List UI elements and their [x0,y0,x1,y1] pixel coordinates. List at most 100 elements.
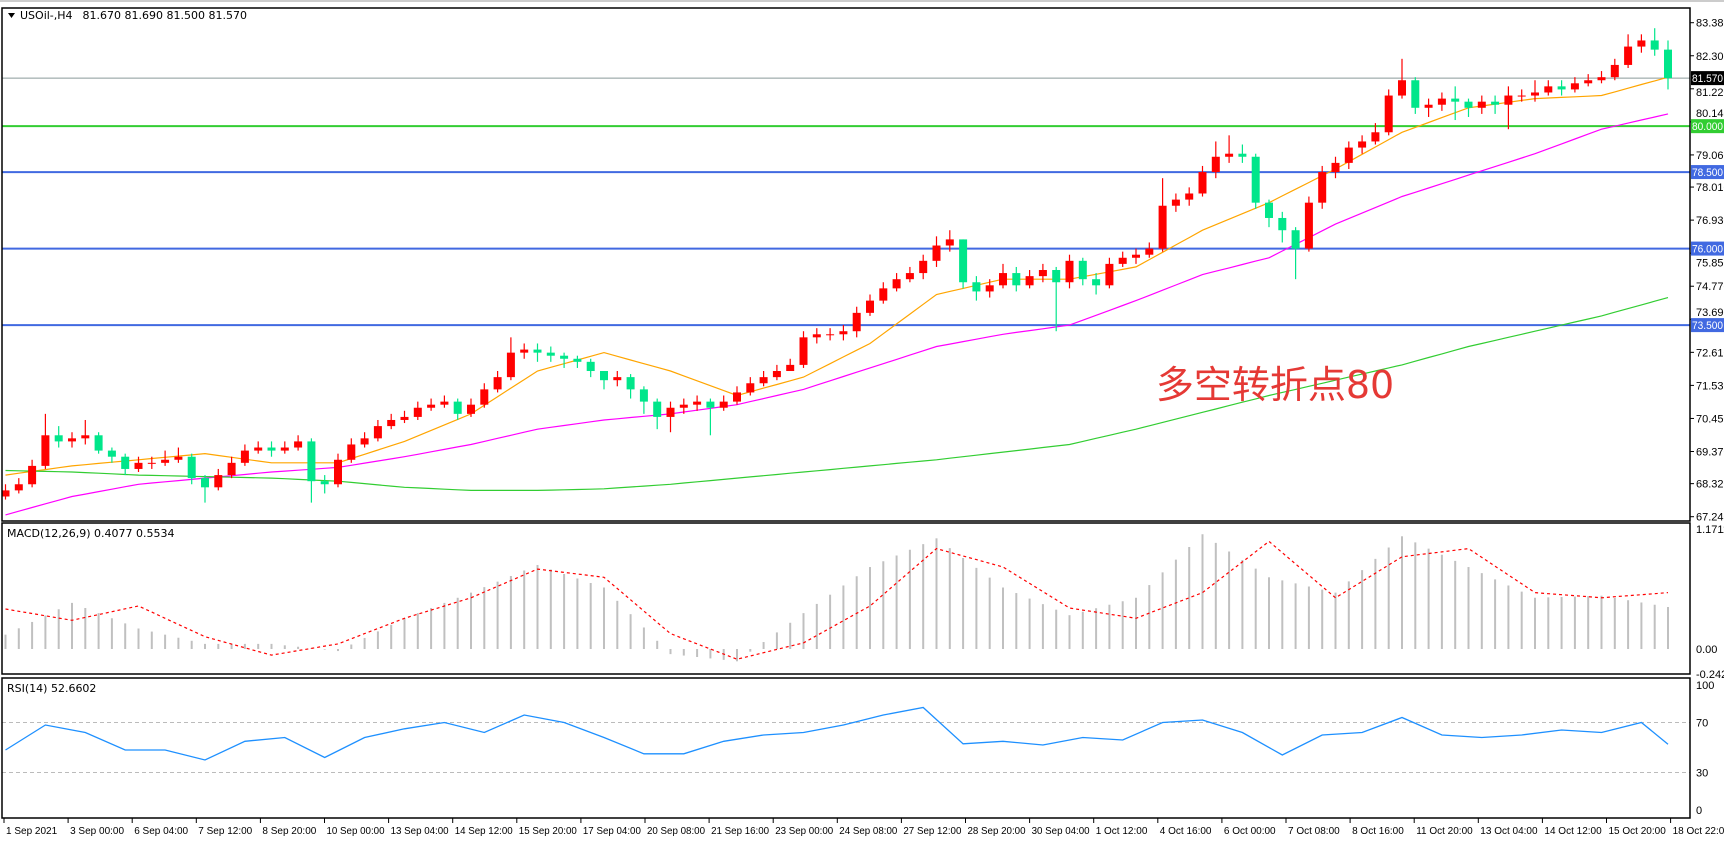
candle [959,239,968,289]
time-axis-label: 28 Sep 20:00 [968,826,1026,837]
dropdown-triangle-icon[interactable] [8,13,15,18]
ohlc-readout: 81.670 81.690 81.500 81.570 [83,9,247,22]
candle [453,398,462,420]
candle-body [360,438,369,445]
candle-body [1211,156,1220,173]
macd-axis-label: -0.2424 [1696,669,1724,681]
candle-body [945,239,954,246]
candle-body [560,355,569,359]
time-axis-label: 7 Sep 12:00 [198,826,252,837]
time-axis-label: 6 Oct 00:00 [1224,826,1276,837]
candle [639,386,648,414]
candle-body [1225,153,1234,157]
time-axis-label: 20 Sep 08:00 [647,826,705,837]
candle [1171,193,1180,212]
price-axis-label: 68.320 [1696,479,1724,491]
rsi-axis-label: 30 [1696,768,1708,780]
candle-body [307,441,316,482]
candle-body [161,459,170,463]
candle-body [600,371,608,381]
chart-header[interactable]: USOil-,H4 81.670 81.690 81.500 81.570 [8,9,247,22]
candle-body [121,456,130,469]
candle [1078,257,1087,286]
candle-body [1012,273,1021,286]
candle [1664,40,1672,90]
candle-body [1052,270,1061,283]
candle [1092,273,1101,295]
candle-body [1291,230,1300,249]
candle-body [905,273,914,280]
candle-body [1624,46,1633,65]
price-panel[interactable] [1,28,1691,516]
candle-body [147,462,156,464]
candle [347,438,356,463]
time-axis-label: 10 Sep 00:00 [327,826,385,837]
time-axis-label: 30 Sep 04:00 [1032,826,1090,837]
candle-body [214,475,223,488]
candle-body [786,364,795,372]
candle [852,306,861,338]
price-axis-label: 71.530 [1696,380,1724,392]
level-price-tag [1691,165,1724,180]
level-price-tag-label: 73.500 [1692,320,1723,332]
candle-body [1238,153,1247,157]
candle [1198,165,1207,197]
time-axis-label: 13 Sep 04:00 [391,826,449,837]
level-price-tag [1691,241,1724,256]
candle-body [1464,101,1473,108]
price-axis-label: 69.370 [1696,447,1724,459]
time-axis-label: 11 Oct 20:00 [1416,826,1473,837]
candle [1371,123,1380,145]
candle [94,432,103,454]
candle [1,484,10,500]
candle [427,398,436,411]
time-axis-label: 14 Oct 12:00 [1544,826,1602,837]
candle-body [1597,77,1606,81]
candle-body [586,361,595,372]
candle-body [1065,260,1074,283]
candle [280,441,289,454]
candle [147,456,156,469]
candle [161,450,170,466]
level-price-tag [1691,318,1724,333]
time-axis-label: 27 Sep 12:00 [903,826,961,837]
rsi-panel[interactable] [2,706,1690,773]
candle-body [54,435,63,442]
candle-body [81,435,90,439]
candle [201,475,209,503]
candle-body [440,401,449,405]
candle [520,343,529,359]
candle [746,377,755,396]
candle-body [706,401,715,408]
price-axis-label: 80.140 [1696,108,1724,120]
time-axis-label: 7 Oct 08:00 [1288,826,1340,837]
candle [1544,80,1553,96]
candle [14,478,23,494]
candle [334,453,342,488]
candle [533,343,542,362]
price-axis-label: 81.220 [1696,87,1724,99]
macd-title: MACD(12,26,9) 0.4077 0.5534 [7,527,175,540]
candle-body [254,447,263,451]
candle [772,364,781,381]
candle [1132,248,1140,264]
candle-body [1398,80,1406,96]
candle [1464,98,1473,117]
candle-body [1664,49,1672,79]
candle-body [1278,217,1287,231]
candle [1384,89,1393,136]
macd-panel[interactable] [4,534,1669,662]
candle [214,468,223,491]
time-axis-label: 1 Sep 2021 [6,826,58,837]
candle [240,444,249,466]
price-axis-label: 73.690 [1696,307,1724,319]
candle [41,413,50,469]
candle-body [1025,276,1034,286]
candle-body [1185,193,1194,200]
candle-body [320,481,329,485]
candle [1291,227,1300,280]
candle-body [1132,254,1140,258]
candle-body [626,377,635,390]
candle [666,401,675,433]
